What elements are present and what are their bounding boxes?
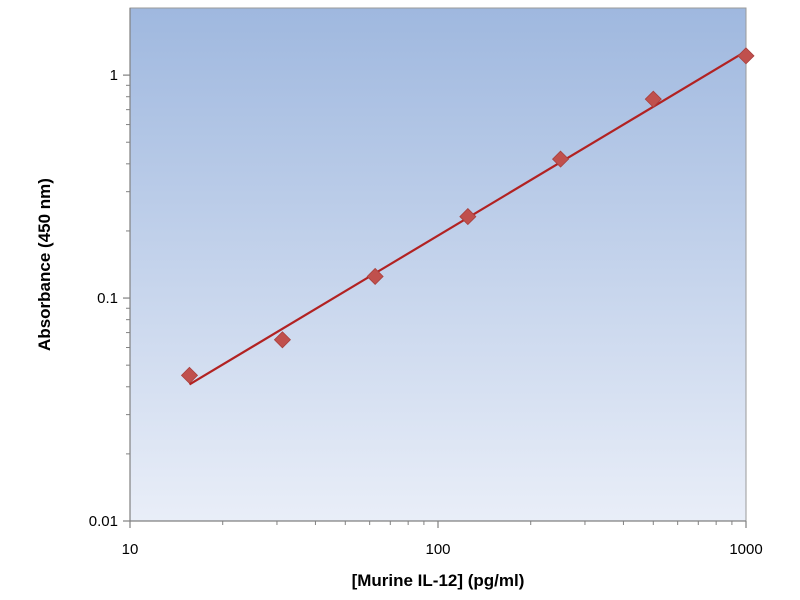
y-axis-title: Absorbance (450 nm)	[35, 178, 54, 351]
data-point-diamond	[737, 47, 755, 65]
y-tick-label: 1	[110, 67, 118, 84]
data-point-diamond	[273, 331, 291, 349]
data-point-diamond	[180, 366, 199, 384]
x-axis-title: [Murine IL-12] (pg/ml)	[352, 571, 525, 590]
x-tick-label: 1000	[729, 541, 762, 558]
x-axis: 10 100 1000	[122, 520, 763, 558]
data-point-diamond	[366, 267, 384, 286]
plot-background	[130, 8, 746, 521]
y-tick-label: 0.01	[89, 513, 118, 530]
y-tick-label: 0.1	[97, 290, 118, 307]
x-tick-label: 100	[425, 541, 450, 558]
series-layer	[180, 47, 755, 386]
data-point-diamond	[644, 90, 662, 108]
x-tick-label: 10	[122, 541, 139, 558]
plot-area	[129, 7, 747, 522]
y-axis: 0.01 0.1 1	[89, 8, 131, 530]
data-point-diamond	[551, 150, 570, 168]
data-point-diamond	[459, 208, 477, 226]
